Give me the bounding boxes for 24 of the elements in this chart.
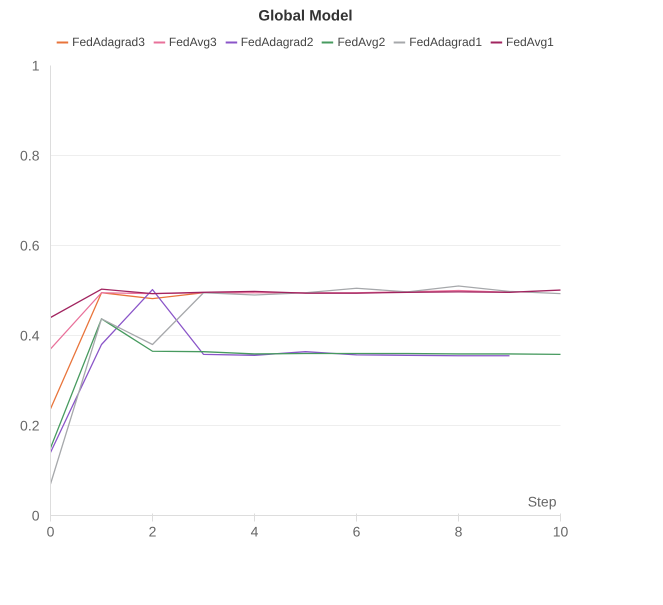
legend-label: FedAdagrad3	[72, 35, 145, 49]
x-tick-label: 6	[352, 524, 361, 540]
y-tick-label: 0.4	[20, 328, 40, 344]
x-tick-label: 4	[250, 524, 259, 540]
y-tick-label: 0.6	[20, 238, 40, 254]
line-series	[50, 318, 560, 449]
line-series	[50, 285, 560, 485]
legend-label: FedAdagrad2	[240, 35, 314, 49]
x-axis-title: Step	[528, 494, 557, 510]
legend-label: FedAvg2	[337, 35, 386, 49]
y-tick-label: 0.2	[20, 418, 40, 434]
legend-label: FedAvg3	[168, 35, 217, 49]
legend-label: FedAdagrad1	[409, 35, 482, 49]
x-tick-label: 0	[46, 524, 55, 540]
y-tick-label: 0.8	[20, 148, 40, 164]
line-series	[50, 288, 560, 318]
chart-title: Global Model	[258, 8, 353, 24]
x-tick-label: 8	[454, 524, 463, 540]
legend-label: FedAvg1	[506, 35, 554, 49]
x-tick-label: 2	[148, 524, 157, 540]
line-series	[50, 288, 510, 454]
y-tick-label: 0	[32, 508, 40, 524]
x-tick-label: 10	[552, 524, 568, 540]
y-tick-label: 1	[32, 58, 40, 74]
